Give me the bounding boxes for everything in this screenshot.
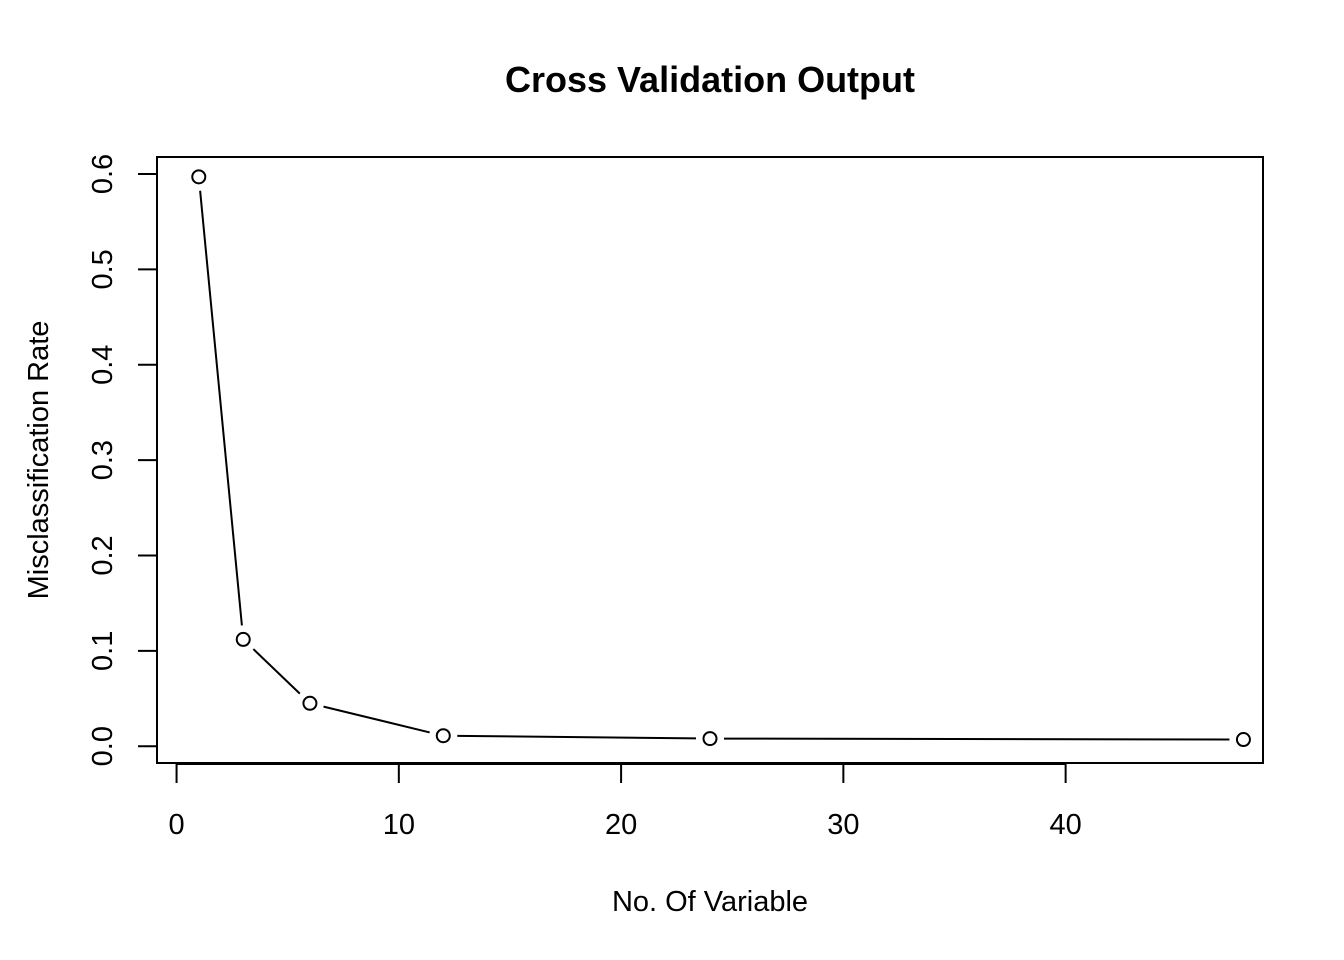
- data-point: [302, 695, 318, 711]
- data-point: [702, 731, 718, 747]
- y-tick-label: 0.0: [87, 726, 119, 766]
- x-tick-label: 40: [1049, 809, 1081, 841]
- series-line-segment: [723, 737, 1230, 741]
- x-tick-label: 10: [383, 809, 415, 841]
- y-tick-label: 0.1: [87, 631, 119, 671]
- series-line-segment: [252, 648, 301, 695]
- plot-area: [191, 169, 1251, 748]
- y-tick-label: 0.2: [87, 535, 119, 575]
- series-line-segment: [457, 734, 697, 740]
- y-tick-label: 0.4: [87, 345, 119, 385]
- y-tick-label: 0.3: [87, 440, 119, 480]
- y-axis: 0.0 0.1 0.2 0.3 0.4 0.5 0.6: [87, 154, 158, 766]
- data-point: [191, 169, 207, 185]
- chart-title: Cross Validation Output: [505, 59, 915, 100]
- y-axis-label: Misclassification Rate: [23, 321, 55, 600]
- x-tick-label: 0: [168, 809, 184, 841]
- data-point: [435, 728, 451, 744]
- x-tick-label: 30: [827, 809, 859, 841]
- x-axis-label: No. Of Variable: [612, 886, 808, 918]
- series-line-segment: [199, 190, 243, 626]
- x-tick-label: 20: [605, 809, 637, 841]
- data-point: [235, 631, 251, 647]
- y-tick-label: 0.5: [87, 249, 119, 289]
- x-axis: 0 10 20 30 40: [168, 763, 1082, 841]
- data-point: [1235, 732, 1251, 748]
- series-line-segment: [323, 705, 430, 734]
- y-tick-label: 0.6: [87, 154, 119, 194]
